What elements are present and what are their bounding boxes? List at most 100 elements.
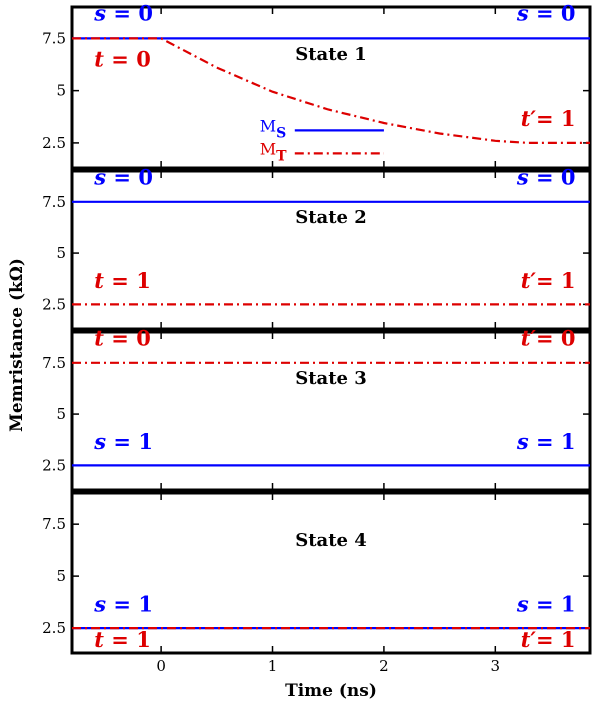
y-tick-label: 2.5: [42, 295, 66, 313]
y-tick-label: 5: [56, 567, 66, 585]
annotation-variable: t′: [521, 627, 537, 652]
y-tick-label: 7.5: [42, 515, 66, 533]
legend-mt-main: M: [260, 139, 276, 158]
legend-label-mt: MT: [260, 139, 287, 164]
annotation-value: 0: [136, 47, 151, 72]
annotation-variable: t: [94, 627, 104, 652]
annotation-s: s = 1: [516, 591, 576, 616]
annotation-variable: s: [516, 429, 529, 454]
annotation-value: 0: [138, 164, 153, 189]
legend-mt-sub: T: [276, 148, 287, 164]
state-title: State 2: [295, 207, 367, 228]
annotation-operator: =: [536, 325, 561, 350]
y-tick-label: 5: [56, 244, 66, 262]
x-tick-label: 1: [268, 657, 278, 675]
annotation-s: s = 0: [516, 164, 576, 189]
state-title: State 4: [295, 530, 367, 551]
x-tick-label: 3: [491, 657, 501, 675]
annotation-operator: =: [536, 627, 561, 652]
legend-ms-sub: S: [276, 125, 286, 141]
x-tick-label: 2: [379, 657, 389, 675]
annotation-operator: =: [529, 1, 561, 26]
series-line-mt: [72, 37, 590, 144]
y-tick-label: 2.5: [42, 134, 66, 152]
annotation-value: 0: [561, 1, 576, 26]
x-axis-label: Time (ns): [285, 681, 377, 701]
annotation-t: t = 0: [94, 47, 151, 72]
state-title: State 3: [295, 368, 367, 389]
annotation-s: s = 1: [93, 591, 153, 616]
annotation-variable: t: [94, 268, 104, 293]
y-tick-label: 5: [56, 82, 66, 100]
annotation-operator: =: [529, 591, 561, 616]
annotation-operator: =: [529, 429, 561, 454]
annotation-value: 0: [561, 325, 576, 350]
annotation-operator: =: [104, 325, 136, 350]
annotation-variable: t′: [521, 106, 537, 131]
panel-frame: [70, 5, 592, 170]
annotation-variable: s: [93, 1, 106, 26]
annotation-variable: s: [516, 1, 529, 26]
annotation-t: t′= 1: [521, 627, 576, 652]
annotation-operator: =: [104, 627, 136, 652]
y-axis-label: Memristance (kΩ): [7, 258, 27, 432]
annotation-operator: =: [104, 268, 136, 293]
annotation-t: t′= 0: [521, 325, 576, 350]
annotation-s: s = 0: [516, 1, 576, 26]
annotation-operator: =: [106, 591, 138, 616]
annotation-variable: t′: [521, 268, 537, 293]
legend-label-ms: MS: [260, 116, 287, 141]
annotation-operator: =: [529, 164, 561, 189]
annotation-t: t = 1: [94, 627, 151, 652]
annotation-operator: =: [106, 1, 138, 26]
annotation-s: s = 0: [93, 164, 153, 189]
annotation-variable: s: [93, 164, 106, 189]
x-tick-label: 0: [156, 657, 166, 675]
annotation-value: 1: [561, 627, 576, 652]
annotation-t: t = 1: [94, 268, 151, 293]
y-tick-label: 2.5: [42, 456, 66, 474]
annotation-variable: t: [94, 47, 104, 72]
annotation-variable: s: [93, 429, 106, 454]
annotation-variable: s: [516, 164, 529, 189]
y-tick-label: 2.5: [42, 619, 66, 637]
annotation-value: 1: [138, 591, 153, 616]
annotation-t: t′= 1: [521, 106, 576, 131]
annotation-value: 1: [561, 429, 576, 454]
annotation-value: 1: [561, 268, 576, 293]
annotation-value: 0: [561, 164, 576, 189]
annotation-value: 0: [136, 325, 151, 350]
annotation-operator: =: [104, 47, 136, 72]
annotation-variable: t′: [521, 325, 537, 350]
panel-frame: [70, 491, 592, 655]
y-tick-label: 5: [56, 405, 66, 423]
legend-ms-main: M: [260, 116, 276, 135]
annotation-operator: =: [106, 164, 138, 189]
y-tick-label: 7.5: [42, 354, 66, 372]
annotation-value: 1: [136, 627, 151, 652]
annotation-value: 1: [136, 268, 151, 293]
annotation-variable: t: [94, 325, 104, 350]
annotation-variable: s: [93, 591, 106, 616]
annotation-s: s = 1: [516, 429, 576, 454]
annotation-operator: =: [536, 106, 561, 131]
annotation-operator: =: [536, 268, 561, 293]
annotation-value: 1: [138, 429, 153, 454]
annotation-s: s = 1: [93, 429, 153, 454]
annotation-value: 1: [561, 106, 576, 131]
annotation-operator: =: [106, 429, 138, 454]
panel-frame: [70, 169, 592, 331]
annotation-value: 1: [561, 591, 576, 616]
y-tick-label: 7.5: [42, 193, 66, 211]
annotation-value: 0: [138, 1, 153, 26]
annotation-s: s = 0: [93, 1, 153, 26]
annotation-t: t′= 1: [521, 268, 576, 293]
state-title: State 1: [295, 44, 367, 65]
